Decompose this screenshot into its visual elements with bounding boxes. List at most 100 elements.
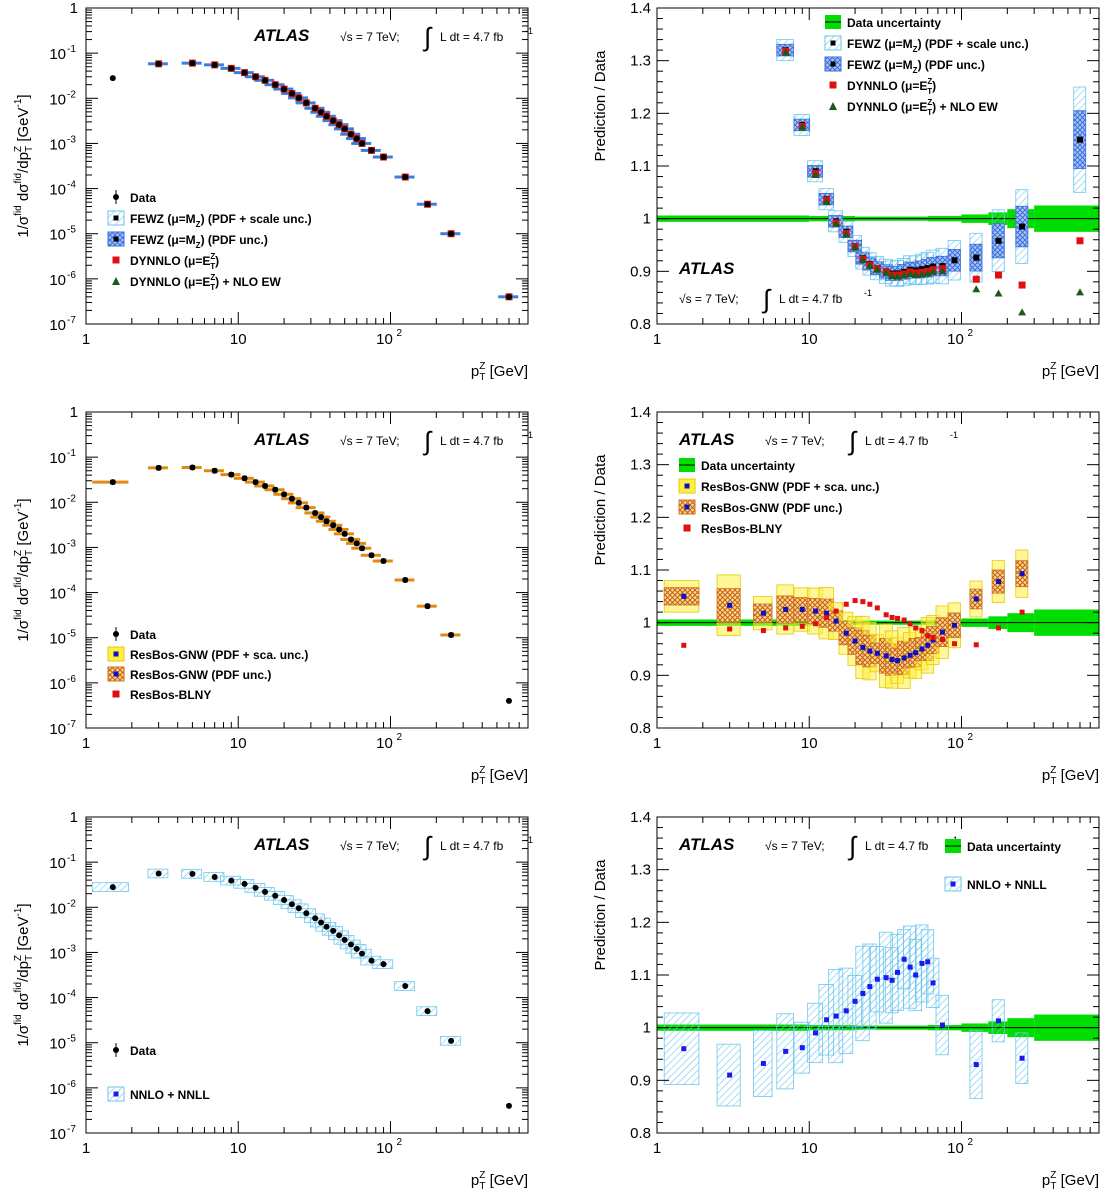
point-dynnlo-ew (1075, 288, 1084, 296)
y-axis-label: Prediction / Data (592, 859, 609, 971)
legend-label: DYNNLO (μ=EZ T) (130, 252, 219, 271)
legend-label: ResBos-BLNY (701, 522, 782, 536)
y-tick-label: 10 (49, 676, 66, 693)
data-point (295, 499, 302, 506)
x-tick-label: 10 (947, 331, 964, 348)
energy-label: √s = 7 TeV; (679, 292, 739, 306)
data-point (252, 479, 259, 486)
y-tick-label: 0.9 (630, 667, 651, 684)
data-point (318, 514, 325, 521)
data-point (359, 950, 366, 957)
data-point (402, 174, 409, 181)
point-resbos-blny (919, 628, 925, 634)
x-tick-label: 10 (230, 331, 247, 348)
x-axis: 1 10 10 2 pZ T [GeV] (653, 412, 1100, 787)
data-point (359, 140, 366, 147)
y-tick-label: 0.9 (630, 263, 651, 280)
integral-sign: ∫ (847, 426, 858, 456)
plot-area (657, 39, 1099, 316)
point-fewz (1019, 223, 1026, 230)
point-resbos-blny (925, 633, 931, 639)
point-dynnlo-ew (865, 262, 874, 270)
atlas-label: ATLAS (253, 430, 310, 449)
point-resbos-blny (939, 637, 945, 643)
point-nnll (996, 1018, 1002, 1024)
legend: Data uncertainty FEWZ (μ=MZ) (PDF + scale… (824, 15, 1029, 117)
data-point (347, 941, 354, 948)
data-point (272, 486, 279, 493)
data-point (368, 957, 375, 964)
data-point (211, 873, 218, 880)
legend-marker (830, 61, 836, 67)
legend-label: ResBos-GNW (PDF + sca. unc.) (701, 480, 879, 494)
lumi-exp: -1 (864, 288, 872, 298)
point-resbos-blny (901, 617, 907, 623)
data-point (228, 65, 235, 72)
y-axis: 10-710-610-510-410-310-210 -111/σfid dσfi… (13, 809, 528, 1143)
y-axis-label: 1/σfid dσfid/dpZT [GeV-1] (13, 903, 35, 1046)
point-resbos-gnw (1019, 571, 1025, 577)
point-nnll (874, 976, 880, 982)
plot-frame (85, 411, 529, 729)
legend: Data ResBos-GNW (PDF + sca. unc.) ResBos-G… (107, 627, 308, 702)
point-resbos-gnw (930, 637, 936, 643)
point-resbos-blny (874, 605, 880, 611)
legend-label: Data uncertainty (847, 16, 941, 30)
y-tick-label-exp: -4 (67, 584, 76, 595)
y-axis-label: Prediction / Data (592, 50, 609, 162)
y-tick-label: 10 (49, 495, 66, 512)
legend-item: Data (113, 1043, 156, 1058)
plot-area (91, 868, 512, 1109)
x-tick-label-exp: 2 (968, 732, 974, 743)
atlas-label: ATLAS (678, 259, 735, 278)
chart-panel-top-right: 1 10 10 2 pZ T [GeV] 0.8 0.9 1 1.1 1.2 1.3 1.4 Predic… (592, 0, 1100, 383)
point-resbos-blny (760, 628, 766, 634)
legend-marker (113, 215, 119, 221)
legend-label: NNLO + NNLL (130, 1088, 210, 1102)
point-nnll (799, 1045, 805, 1051)
point-nnll (1019, 1055, 1025, 1061)
y-tick-label-exp: -5 (67, 1034, 76, 1045)
point-resbos-gnw (681, 593, 687, 599)
point-dynnlo-ew (842, 230, 851, 238)
point-resbos-blny (867, 601, 873, 607)
data-point (281, 897, 288, 904)
lumi-label: L dt = 4.7 fb (779, 292, 843, 306)
legend-square-marker (683, 524, 691, 532)
legend-square-marker (829, 81, 837, 89)
y-tick-label: 10 (49, 631, 66, 648)
x-tick-label: 10 (801, 735, 818, 752)
point-resbos-gnw (760, 610, 766, 616)
x-tick-label-exp: 2 (968, 328, 974, 339)
y-tick-label-exp: -7 (67, 1124, 76, 1135)
legend-item: ResBos-BLNY (683, 522, 782, 536)
data-point (109, 75, 116, 82)
y-tick-label-exp: -3 (67, 943, 76, 954)
legend-data-marker (113, 631, 119, 637)
legend-label: DYNNLO (μ=EZ T) + NLO EW (130, 273, 281, 292)
data-point (330, 117, 337, 124)
legend-item: FEWZ (μ=MZ) (PDF unc.) (824, 56, 985, 75)
data-point (155, 870, 162, 877)
point-fewz (951, 257, 958, 264)
atlas-annotation: ATLAS √s = 7 TeV; ∫ L dt = 4.7 fb -1 (253, 22, 533, 52)
legend-item: NNLO + NNLL (107, 1086, 210, 1102)
point-dynnlo-ew (938, 267, 947, 275)
y-tick-label: 10 (49, 900, 66, 917)
point-nnll (783, 1048, 789, 1054)
legend-item: Data (113, 627, 156, 642)
y-axis: 0.8 0.9 1 1.1 1.2 1.3 1.4 Prediction / Data (592, 809, 1099, 1142)
energy-label: √s = 7 TeV; (340, 434, 400, 448)
y-tick-label: 1.3 (630, 457, 651, 474)
point-nnll (901, 956, 907, 962)
legend-label: FEWZ (μ=MZ) (PDF unc.) (847, 58, 985, 75)
data-point (448, 230, 455, 237)
point-resbos-gnw (874, 650, 880, 656)
point-resbos-gnw (996, 579, 1002, 585)
data-point (323, 518, 330, 525)
point-resbos-blny (895, 615, 901, 621)
point-dynnlo-ew (851, 243, 860, 251)
point-resbos-blny (727, 626, 733, 632)
point-dynnlo-ew (929, 267, 938, 275)
